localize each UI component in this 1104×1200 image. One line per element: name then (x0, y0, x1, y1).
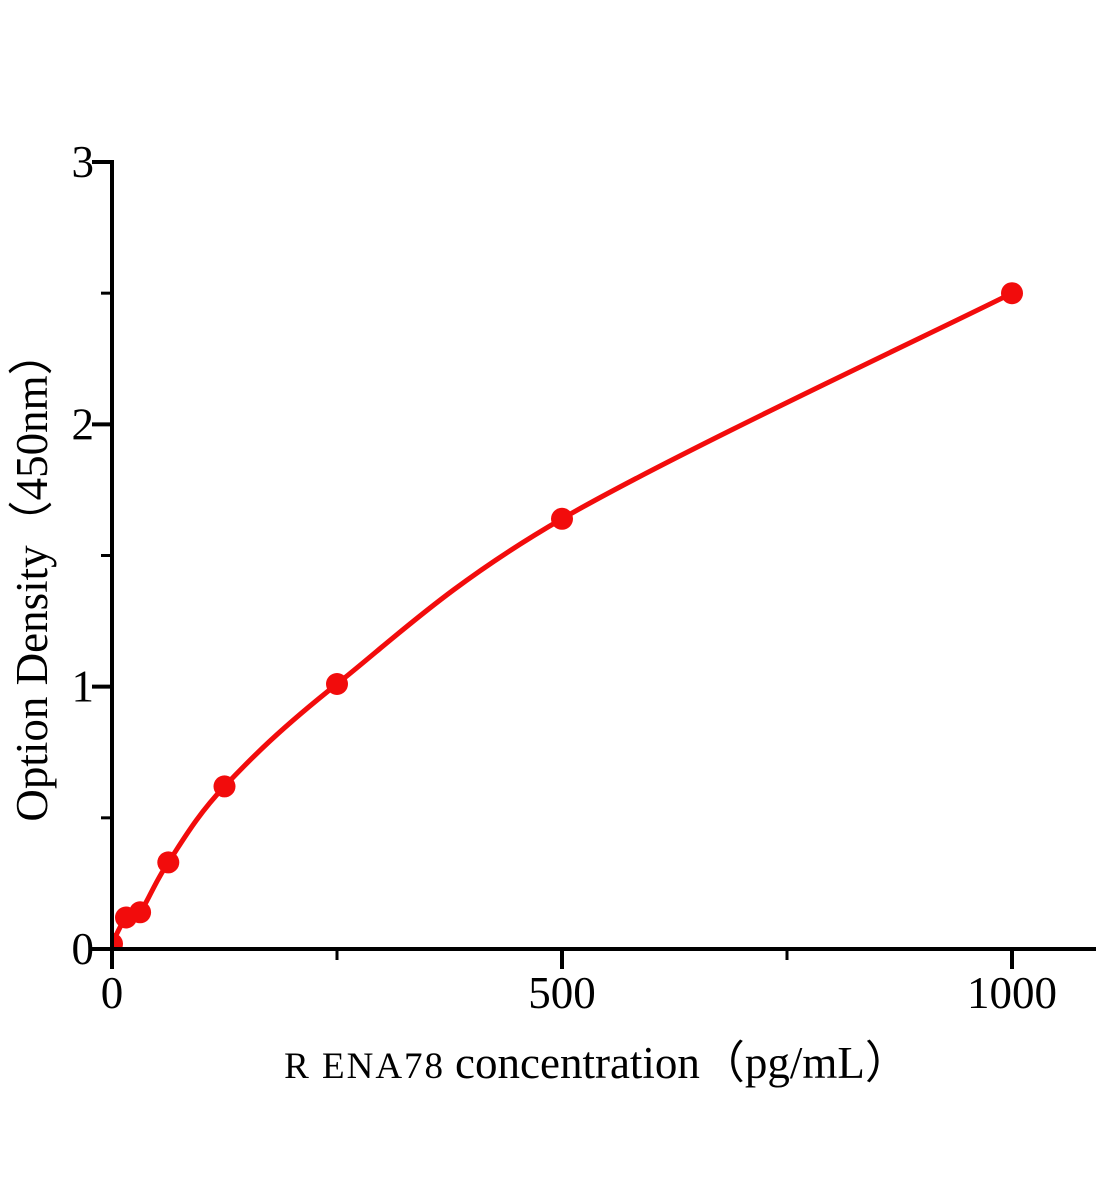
y-tick-label-0: 0 (72, 924, 95, 974)
x-tick-label-2: 1000 (967, 968, 1057, 1018)
data-point-marker-0 (112, 932, 123, 949)
data-layer (112, 282, 1023, 949)
y-axis-title: Option Density（450nm） (4, 296, 60, 856)
data-point-marker-5 (326, 673, 348, 695)
x-axis-title-rest: concentration（pg/mL） (455, 1038, 910, 1088)
x-tick-label-0: 0 (101, 968, 124, 1018)
x-tick-label-1: 500 (528, 968, 596, 1018)
data-point-marker-6 (551, 507, 573, 530)
data-point-marker-7 (1001, 282, 1023, 305)
standard-curve-line (112, 290, 1014, 945)
y-tick-label-2: 2 (72, 399, 95, 449)
x-axis-title: R ENA78 concentration（pg/mL） (97, 1026, 1097, 1091)
data-point-marker-2 (129, 901, 152, 924)
y-tick-label-3: 3 (72, 137, 95, 187)
x-axis-title-prefix: R ENA78 (284, 1046, 446, 1087)
y-tick-label-1: 1 (72, 662, 95, 712)
data-point-marker-4 (213, 775, 236, 798)
data-point-marker-3 (157, 851, 180, 874)
y-axis-title-text: Option Density（450nm） (7, 330, 57, 822)
